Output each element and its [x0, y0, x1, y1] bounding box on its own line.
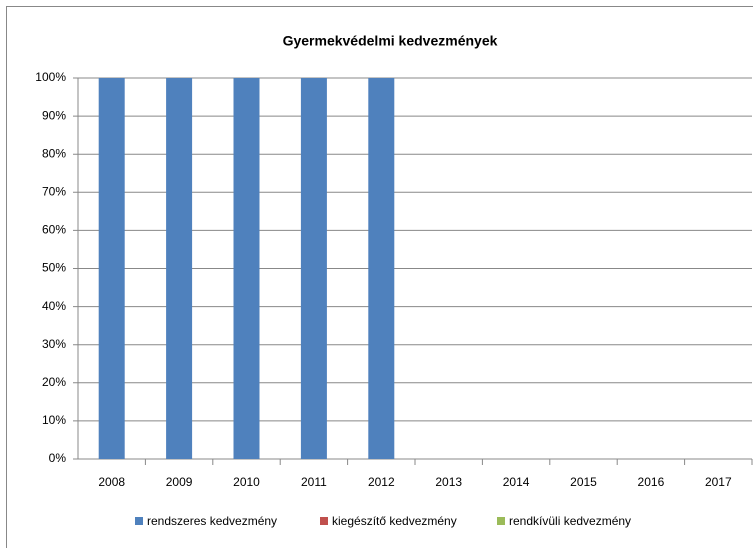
y-tick-label: 20% [42, 375, 66, 389]
x-tick-label: 2017 [705, 475, 732, 489]
bar-segment [233, 78, 260, 459]
y-tick-label: 90% [42, 108, 66, 122]
x-tick-label: 2013 [435, 475, 462, 489]
bar-segment [368, 78, 395, 459]
y-tick-label: 50% [42, 261, 66, 275]
bar-segment [166, 78, 193, 459]
y-tick-label: 40% [42, 299, 66, 313]
x-tick-label: 2016 [638, 475, 665, 489]
y-tick-label: 70% [42, 184, 66, 198]
legend-swatch [135, 517, 143, 525]
y-tick-label: 30% [42, 337, 66, 351]
bar-segment [98, 78, 125, 459]
x-tick-label: 2014 [503, 475, 530, 489]
chart-border [6, 6, 753, 548]
x-tick-label: 2009 [166, 475, 193, 489]
x-tick-label: 2008 [98, 475, 125, 489]
y-tick-label: 80% [42, 146, 66, 160]
legend-label: kiegészítő kedvezmény [332, 514, 457, 528]
legend-label: rendkívüli kedvezmény [509, 514, 631, 528]
bar-segment [300, 78, 327, 459]
chart-title: Gyermekvédelmi kedvezmények [283, 33, 498, 49]
x-tick-label: 2010 [233, 475, 260, 489]
x-tick-label: 2012 [368, 475, 395, 489]
legend-swatch [497, 517, 505, 525]
legend-swatch [320, 517, 328, 525]
y-tick-label: 0% [49, 451, 67, 465]
x-tick-label: 2015 [570, 475, 597, 489]
y-tick-label: 10% [42, 413, 66, 427]
x-tick-label: 2011 [301, 475, 327, 489]
y-tick-label: 100% [35, 70, 66, 84]
y-tick-label: 60% [42, 223, 66, 237]
legend-label: rendszeres kedvezmény [147, 514, 277, 528]
